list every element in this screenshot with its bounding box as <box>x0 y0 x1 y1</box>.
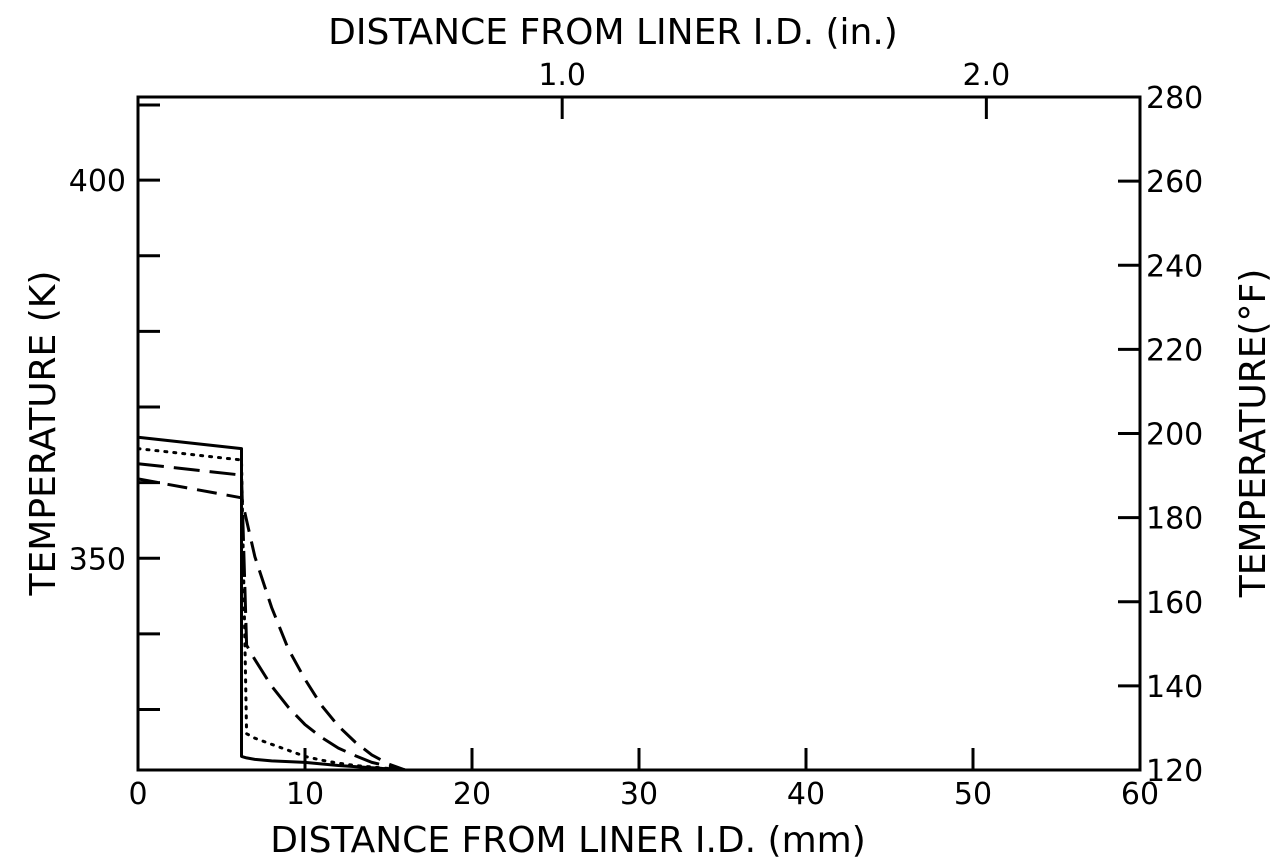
y2-tick-label: 180 <box>1146 502 1203 537</box>
x2-tick-label: 2.0 <box>963 58 1011 93</box>
y2-tick-label: 160 <box>1146 586 1203 621</box>
x-tick-label: 50 <box>954 777 992 812</box>
x2-axis-title: DISTANCE FROM LINER I.D. (in.) <box>328 12 898 53</box>
series-line-long-dash <box>137 462 406 772</box>
y2-tick-label: 220 <box>1146 333 1203 368</box>
x-tick-label: 40 <box>787 777 825 812</box>
y-tick-label: 400 <box>69 164 126 199</box>
x-tick-label: 30 <box>620 777 658 812</box>
x-tick-label: 0 <box>128 777 147 812</box>
x-tick-label: 10 <box>286 777 324 812</box>
plot-frame <box>136 95 1142 772</box>
series-line-dashed <box>137 477 406 772</box>
y2-axis-title: TEMPERATURE(°F) <box>1233 269 1274 599</box>
series-line-dotted <box>136 447 407 772</box>
x-axis-title: DISTANCE FROM LINER I.D. (mm) <box>270 820 866 861</box>
y2-tick-label: 280 <box>1146 81 1203 116</box>
y2-tick-label: 140 <box>1146 670 1203 705</box>
x-tick-label: 20 <box>453 777 491 812</box>
x2-tick-label: 1.0 <box>538 58 586 93</box>
y2-tick-label: 200 <box>1146 418 1203 453</box>
y2-tick-label: 260 <box>1146 165 1203 200</box>
x-tick-label: 60 <box>1121 777 1159 812</box>
series-line-solid <box>137 435 406 772</box>
y2-tick-label: 240 <box>1146 249 1203 284</box>
y-axis-title: TEMPERATURE (K) <box>23 271 64 597</box>
y2-tick-label: 120 <box>1146 754 1203 789</box>
y-tick-label: 350 <box>69 542 126 577</box>
